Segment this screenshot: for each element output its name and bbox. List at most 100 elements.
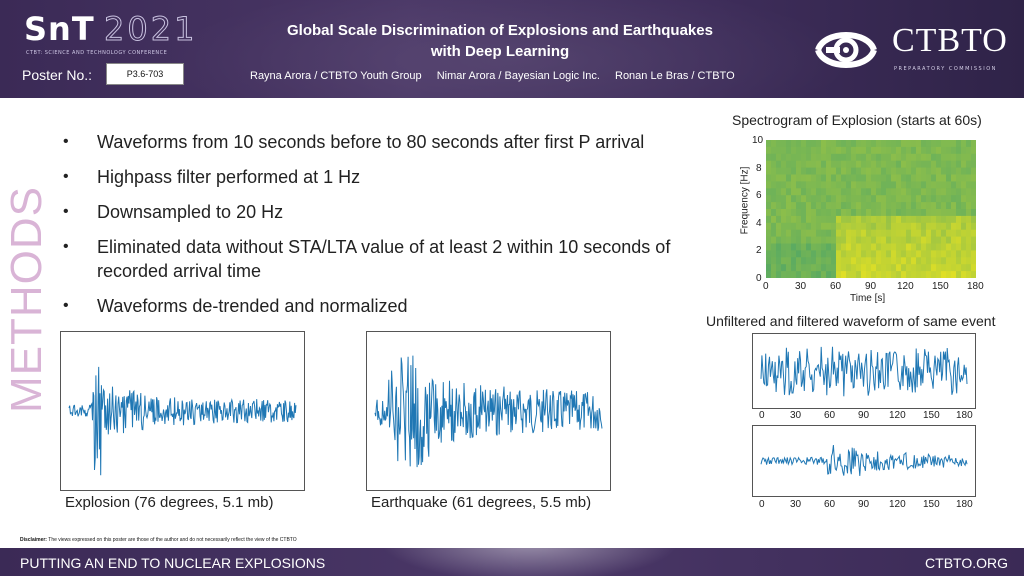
spectrogram-cell	[786, 195, 792, 203]
spectrogram-cell	[796, 140, 802, 148]
spectrogram-cell	[906, 222, 912, 231]
spectrogram-cell	[766, 174, 772, 182]
spectrogram-cell	[826, 160, 832, 169]
spectrogram-cell	[876, 215, 882, 224]
spectrogram-cell	[906, 202, 912, 210]
spectrogram-cell	[856, 257, 862, 265]
spectrogram-cell	[841, 264, 847, 272]
spectrogram-cell	[956, 174, 962, 182]
spectrogram-cell	[801, 195, 807, 203]
spectrogram-cell	[776, 257, 782, 265]
spectrogram-cell	[771, 153, 777, 162]
spectrogram-cell	[906, 167, 912, 175]
snt-logo-subtitle: CTBT: SCIENCE AND TECHNOLOGY CONFERENCE	[26, 50, 168, 56]
spectrogram-cell	[961, 264, 967, 272]
spectrogram-cell	[876, 202, 882, 210]
spectrogram-cell	[781, 271, 787, 278]
spectrogram-cell	[966, 160, 972, 169]
spectrogram-cell	[846, 257, 852, 265]
spectrogram-cell	[796, 209, 802, 217]
earthquake-caption: Earthquake (61 degrees, 5.5 mb)	[371, 494, 592, 511]
spectrogram-cell	[921, 188, 927, 196]
spectrogram-cell	[841, 140, 847, 148]
bullet-item: Waveforms from 10 seconds before to 80 s…	[60, 130, 710, 154]
spectrogram-cell	[826, 250, 832, 258]
spectrogram-cell	[966, 195, 972, 203]
spectrogram-cell	[866, 229, 872, 238]
spectrogram-cell	[871, 160, 877, 169]
spectrogram-cell	[861, 250, 867, 258]
spectrogram-cell	[846, 202, 852, 210]
spectrogram-cell	[921, 236, 927, 244]
spectrogram-cell	[781, 181, 787, 189]
spectrogram-cell	[796, 167, 802, 175]
spectrogram-cell	[896, 229, 902, 238]
spectrogram-cell	[926, 243, 932, 251]
spectrogram-cell	[801, 160, 807, 169]
spectrogram-cell	[921, 243, 927, 251]
spectrogram-cell	[951, 271, 957, 278]
spectrogram-cell	[916, 264, 922, 272]
spectrogram-cell	[811, 160, 817, 169]
spectrogram-cell	[926, 209, 932, 217]
spectrogram-cell	[801, 229, 807, 238]
spectrogram-cell	[901, 188, 907, 196]
spectrogram-cell	[866, 160, 872, 169]
spectrogram-cell	[881, 195, 887, 203]
spectrogram-cell	[781, 264, 787, 272]
spectrogram-cell	[811, 264, 817, 272]
filtered-x-tick: 150	[923, 499, 940, 510]
spectrogram-cell	[821, 250, 827, 258]
spectrogram-cell	[956, 181, 962, 189]
spectrogram-cell	[781, 140, 787, 148]
ctbto-emblem-icon	[815, 32, 877, 68]
spectrogram-cell	[821, 209, 827, 217]
spectrogram-cell	[966, 271, 972, 278]
spectrogram-cell	[836, 243, 842, 251]
spectrogram-cell	[871, 209, 877, 217]
spectrogram-cell	[936, 250, 942, 258]
spectrogram-cell	[936, 140, 942, 148]
spectrogram-cell	[766, 181, 772, 189]
spectrogram-cell	[886, 146, 892, 155]
spectrogram-cell	[911, 264, 917, 272]
spectrogram-cell	[851, 146, 857, 155]
spectrogram-cell	[961, 222, 967, 231]
spectrogram-cell	[931, 229, 937, 238]
spectrogram-cell	[931, 271, 937, 278]
spectrogram-cell	[841, 160, 847, 169]
spectrogram-cell	[946, 209, 952, 217]
spectrogram-cell	[946, 146, 952, 155]
spectrogram-cell	[936, 209, 942, 217]
spectrogram-cell	[871, 181, 877, 189]
spectrogram-cell	[791, 181, 797, 189]
spectrogram-cell	[971, 250, 976, 258]
spectrogram-cell	[931, 202, 937, 210]
spectrogram-cell	[786, 215, 792, 224]
spectrogram-cell	[766, 140, 772, 148]
spectrogram-cell	[971, 140, 976, 148]
spectrogram-cell	[776, 243, 782, 251]
spectrogram-cell	[816, 167, 822, 175]
spectrogram-cell	[916, 236, 922, 244]
unfiltered-x-tick: 90	[858, 410, 870, 421]
bullet-item: Waveforms de-trended and normalized	[60, 294, 710, 318]
spectrogram-x-tick: 0	[763, 281, 769, 292]
spectrogram-cell	[811, 167, 817, 175]
spectrogram-cell	[971, 243, 976, 251]
spectrogram-cell	[971, 195, 976, 203]
spectrogram-cell	[891, 236, 897, 244]
explosion-waveform	[68, 366, 297, 476]
spectrogram-cell	[896, 257, 902, 265]
spectrogram-cell	[966, 209, 972, 217]
spectrogram-cell	[866, 181, 872, 189]
spectrogram-cell	[821, 202, 827, 210]
spectrogram-cell	[871, 236, 877, 244]
spectrogram-cell	[861, 202, 867, 210]
spectrogram-cell	[836, 181, 842, 189]
spectrogram-cell	[831, 160, 837, 169]
spectrogram-cell	[811, 243, 817, 251]
spectrogram-cell	[921, 153, 927, 162]
spectrogram-cell	[826, 222, 832, 231]
spectrogram-cell	[766, 264, 772, 272]
